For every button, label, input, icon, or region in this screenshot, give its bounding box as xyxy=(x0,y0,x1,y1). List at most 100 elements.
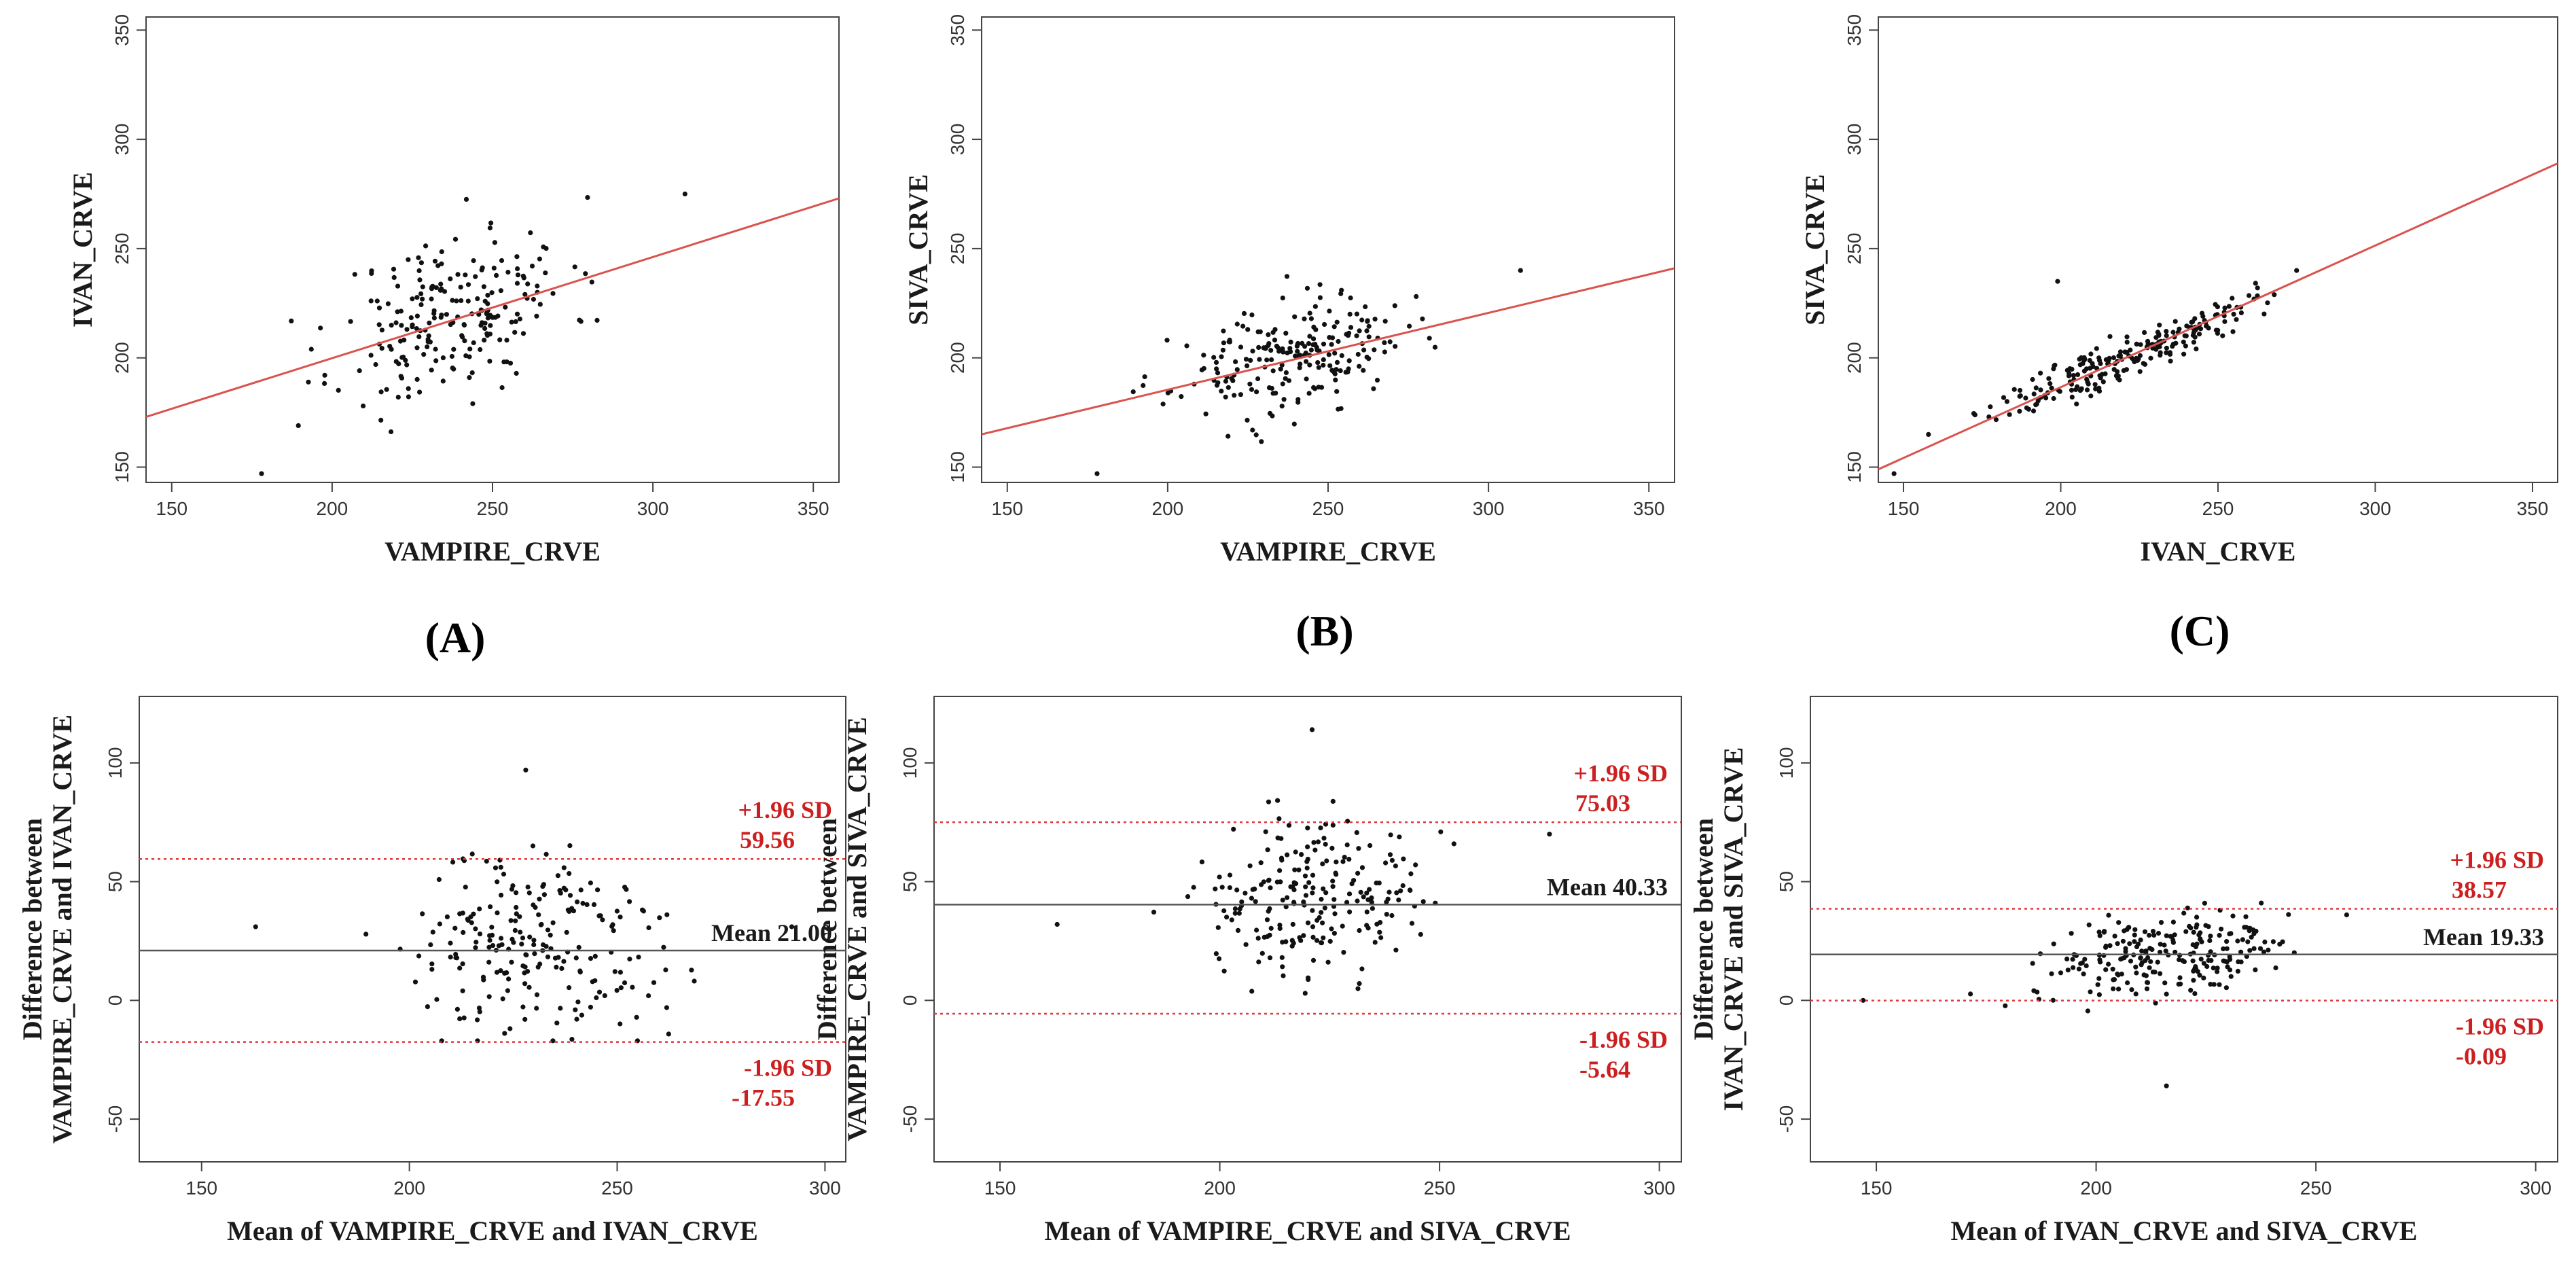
chart2-point xyxy=(2164,345,2169,351)
chart5-point xyxy=(2235,938,2240,944)
chart1-point xyxy=(1371,386,1376,391)
chart0-point xyxy=(463,272,468,278)
chart1-point xyxy=(1297,365,1302,370)
chart0-point xyxy=(438,315,444,320)
chart3-ytick-label: 0 xyxy=(105,995,126,1006)
chart5-upper-sd-value: 38.57 xyxy=(2452,876,2507,904)
chart1-point xyxy=(1221,340,1226,346)
chart3-point xyxy=(525,884,531,890)
chart0-point xyxy=(499,258,505,264)
chart3-point xyxy=(531,902,536,908)
chart0-point xyxy=(485,301,490,306)
chart4-point xyxy=(1387,852,1393,857)
chart2-point xyxy=(2124,334,2130,340)
chart1-point xyxy=(1288,349,1293,355)
chart3-point xyxy=(489,925,495,930)
chart1-point xyxy=(1295,349,1300,354)
chart0-point xyxy=(361,403,366,409)
chart2-point xyxy=(2206,325,2211,331)
chart0-point xyxy=(478,347,483,353)
chart0-point xyxy=(509,319,514,325)
chart1-point xyxy=(1365,318,1370,323)
chart4-point xyxy=(1275,798,1281,803)
chart5-point xyxy=(2192,991,2198,996)
chart2-point xyxy=(2107,355,2112,361)
chart3-point xyxy=(580,900,586,906)
chart2-point xyxy=(2190,319,2196,325)
chart3-point xyxy=(578,887,584,893)
chart5-point xyxy=(2103,944,2109,950)
chart1-point xyxy=(1334,359,1340,366)
chart4-point xyxy=(1277,868,1283,873)
chart1-point xyxy=(1281,397,1287,402)
chart4-point xyxy=(1213,951,1219,957)
chart5-point xyxy=(2195,969,2200,974)
chart3-point xyxy=(520,935,526,941)
chart1-point xyxy=(1249,387,1255,392)
chart5-point xyxy=(2155,930,2162,936)
chart0-point xyxy=(403,357,408,363)
chart0-point xyxy=(368,353,374,358)
chart1-point xyxy=(1254,389,1259,395)
chart3-point xyxy=(450,859,456,865)
chart5-point xyxy=(2138,937,2143,942)
chart5-frame xyxy=(1810,696,2558,1163)
chart5-point xyxy=(2134,944,2140,950)
chart2-point xyxy=(2181,351,2187,357)
chart4-point xyxy=(1249,896,1254,901)
chart5-xtick-label: 200 xyxy=(2080,1177,2112,1199)
chart0-point xyxy=(485,292,490,298)
chart4-point xyxy=(1364,923,1370,928)
chart5-point xyxy=(2058,970,2064,976)
chart1-point xyxy=(1130,389,1136,395)
chart2-point xyxy=(2023,395,2028,401)
chart0-point xyxy=(373,361,378,368)
chart2-point xyxy=(2117,353,2123,359)
chart3-point xyxy=(567,893,573,898)
chart4-ytick-label: 100 xyxy=(899,747,920,779)
chart5-point xyxy=(2217,982,2222,987)
chart1-point xyxy=(1223,394,1228,400)
chart0-point xyxy=(471,340,476,346)
chart3-point xyxy=(490,943,496,949)
chart5-point xyxy=(2144,986,2150,991)
chart2-point xyxy=(2069,387,2075,393)
chart3-point xyxy=(534,1006,539,1011)
chart0-point xyxy=(322,372,327,378)
chart5-point xyxy=(2201,961,2206,966)
chart0-point xyxy=(440,378,446,384)
chart1-point xyxy=(1321,362,1326,368)
chart5-point xyxy=(2181,959,2187,964)
chart2-point xyxy=(2004,399,2009,404)
chart3-xlabel: Mean of VAMPIRE_CRVE and IVAN_CRVE xyxy=(227,1216,758,1246)
chart0-point xyxy=(427,339,433,344)
chart2-point xyxy=(2077,357,2082,362)
chart4-point xyxy=(1342,855,1347,860)
chart1-point xyxy=(1292,314,1298,319)
chart3-point xyxy=(641,908,647,914)
chart4-ytick-label: 50 xyxy=(899,871,920,892)
chart0-point xyxy=(514,281,520,286)
chart4-point xyxy=(1319,940,1325,946)
chart1-point xyxy=(1243,357,1249,362)
chart4-point xyxy=(1310,934,1316,940)
chart4-point xyxy=(1329,926,1334,932)
chart5-point xyxy=(2190,942,2196,948)
chart3-point xyxy=(527,934,533,940)
chart0-ylabel: IVAN_CRVE xyxy=(67,172,98,327)
chart1-point xyxy=(1518,268,1523,273)
chart2-point xyxy=(2033,385,2039,391)
chart5-lower-sd-label: -1.96 SD xyxy=(2456,1013,2544,1040)
chart4-point xyxy=(1310,872,1316,878)
chart1-point xyxy=(1310,342,1316,347)
chart2-point xyxy=(2213,327,2219,333)
chart5-point xyxy=(2088,989,2093,995)
chart2-point xyxy=(2052,362,2058,368)
chart0-point xyxy=(449,353,455,359)
chart1-point xyxy=(1321,357,1326,363)
chart3-point xyxy=(486,959,492,965)
chart0-point xyxy=(462,338,467,344)
chart4-point xyxy=(1239,899,1245,904)
chart0-ytick-label: 350 xyxy=(111,14,132,46)
chart3-point xyxy=(594,995,599,1001)
